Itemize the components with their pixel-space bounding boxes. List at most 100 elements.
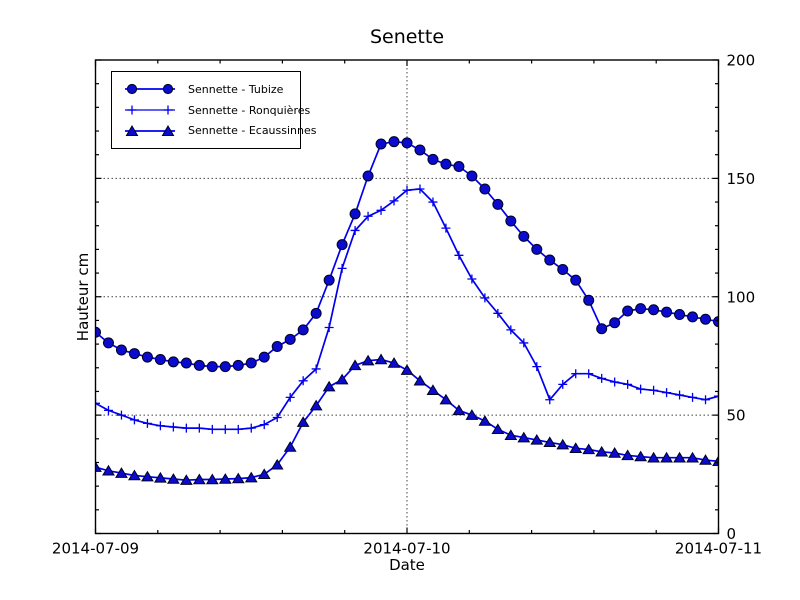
triangle-marker-icon [413,374,427,386]
plus-marker-icon [467,274,477,284]
triangle-marker-icon [115,467,128,478]
plus-marker-icon [610,377,620,387]
circle-marker-icon [492,198,504,210]
axis-ticks [94,59,720,535]
plus-marker-icon [701,395,711,405]
circle-marker-icon [388,136,400,148]
plus-marker-icon [532,362,542,372]
series-line [95,358,719,482]
y-tick-label: 100 [727,288,756,306]
triangle-marker-icon [595,445,609,457]
plus-marker-icon [95,398,100,408]
plus-marker-icon [194,423,204,433]
circle-marker-icon [102,337,114,349]
plus-marker-icon [246,423,256,433]
plus-marker-icon [311,364,321,374]
circle-marker-icon [167,356,179,368]
triangle-marker-icon [660,451,673,463]
triangle-marker-icon [712,455,719,466]
triangle-marker-icon [257,468,271,480]
triangle-marker-icon [179,474,193,485]
circle-marker-icon [518,230,530,242]
plus-marker-icon [272,412,282,422]
circle-marker-icon [271,340,283,352]
plus-marker-icon [714,391,719,401]
plus-marker-icon [558,379,568,389]
plus-marker-icon [207,424,217,434]
series-plus [95,184,719,434]
circle-marker-icon [284,333,296,345]
circle-marker-icon [219,361,231,373]
circle-marker-icon [245,357,257,369]
plus-marker-icon [415,184,425,194]
legend-item-ecaussinnes: Sennette - Ecaussinnes [122,120,317,141]
plus-marker-icon [233,424,243,434]
plus-marker-icon [116,410,126,420]
circle-marker-icon [323,274,335,286]
x-tick-label: 2014-07-11 [675,540,762,558]
triangle-marker-icon [491,423,505,435]
legend-item-tubize: Sennette - Tubize [122,79,292,100]
plus-marker-icon [125,105,175,115]
circle-marker-icon [154,353,166,365]
x-axis-label: Date [389,556,425,574]
triangle-marker-icon [296,416,310,427]
legend: Sennette - Tubize Sennette - Ronquières … [111,71,317,149]
y-tick-label: 150 [727,170,756,188]
plus-marker-icon [337,263,347,273]
triangle-marker-icon [582,443,596,455]
circle-marker-icon [297,324,309,336]
triangle-marker-icon [166,473,180,484]
triangle-marker-icon [465,409,479,420]
circle-marker-icon [349,208,361,220]
triangle-marker-icon [478,415,492,426]
triangle-marker-icon [374,353,388,365]
circle-marker-icon [505,215,517,227]
plus-marker-icon [428,197,438,207]
series-group [95,136,719,485]
triangle-marker-icon [699,454,712,465]
circle-marker-icon [310,307,322,319]
circle-marker-icon [713,316,719,328]
circle-marker-icon [531,243,543,255]
circle-marker-icon [648,304,660,316]
legend-label: Sennette - Ecaussinnes [188,124,317,138]
triangle-marker-icon [634,450,648,462]
triangle-marker-icon [387,357,401,368]
circle-marker-icon [583,294,595,306]
plus-marker-icon [688,392,698,402]
triangle-marker-icon [335,373,349,385]
plus-marker-icon [571,369,581,379]
plus-marker-icon [662,388,672,398]
plus-marker-icon [389,196,399,206]
y-tick-label: 0 [727,525,737,543]
plus-marker-icon [519,338,529,348]
circle-marker-icon [700,313,712,325]
plus-marker-icon [480,293,490,303]
legend-item-ronquieres: Sennette - Ronquières [122,100,310,121]
circle-marker-icon [440,158,452,170]
gridlines [95,60,719,534]
series-circle [95,136,719,373]
triangle-marker-icon [128,469,141,481]
circle-marker-icon [401,137,413,149]
circle-marker-icon [336,239,348,251]
circle-marker-icon [141,351,153,363]
x-tick-label: 2014-07-09 [52,540,139,558]
circle-marker-icon [258,351,270,363]
plus-marker-icon [506,325,516,335]
triangle-marker-icon [102,464,115,476]
triangle-marker-icon [244,471,258,483]
circle-marker-icon [206,361,218,373]
triangle-marker-icon [621,449,635,461]
circle-marker-icon [128,348,140,360]
circle-marker-icon [180,357,192,369]
triangle-marker-icon [270,458,284,470]
circle-marker-icon [362,170,374,182]
plus-marker-icon [129,415,139,425]
plus-marker-icon [545,395,555,405]
plus-marker-icon [675,390,685,400]
triangle-marker-icon [569,442,583,453]
plus-marker-icon [636,384,646,394]
